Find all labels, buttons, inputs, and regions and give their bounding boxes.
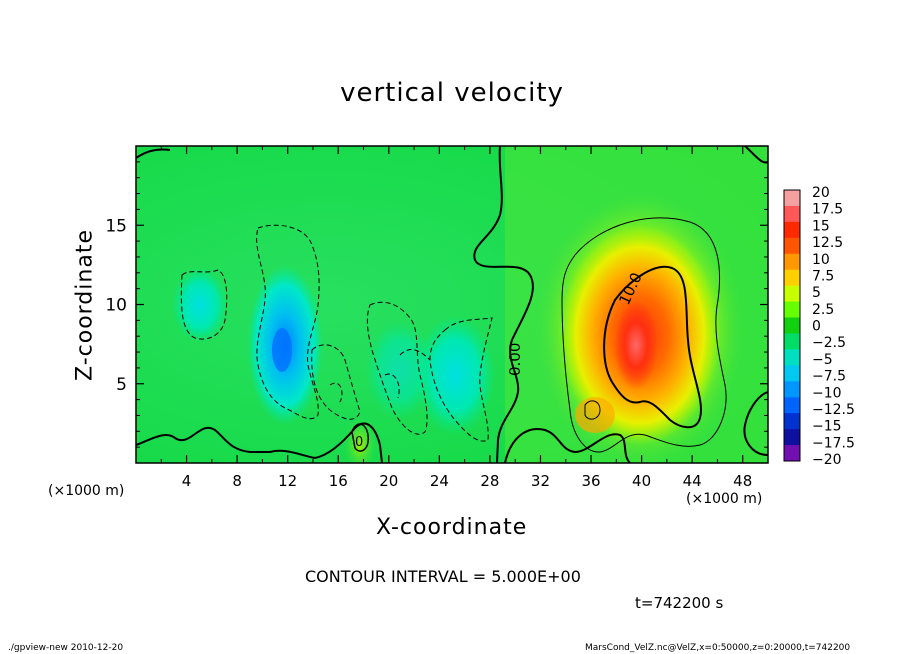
colorbar-label: −12.5: [812, 402, 855, 418]
colorbar-swatch: [784, 445, 800, 462]
z-unit-label: (×1000 m): [48, 483, 125, 499]
colorbar-label: −17.5: [812, 435, 855, 451]
velocity-field: [136, 146, 768, 463]
x-tick-label: 44: [683, 472, 702, 490]
x-tick-label: 24: [430, 472, 449, 490]
colorbar-label: 10: [812, 252, 830, 268]
footer-right: MarsCond_VelZ.nc@VelZ,x=0:50000,z=0:2000…: [585, 643, 851, 653]
x-tick-label: 32: [531, 472, 550, 490]
colorbar-swatch: [784, 301, 800, 319]
x-tick-label: 16: [329, 472, 348, 490]
colorbar-swatch: [784, 413, 800, 430]
colorbar-swatch: [784, 269, 800, 287]
x-tick-label: 40: [632, 472, 651, 490]
colorbar-swatch: [784, 333, 800, 350]
colorbar-label: 2.5: [812, 302, 834, 318]
x-unit-label: (×1000 m): [686, 491, 763, 507]
contour-zero: [136, 422, 383, 463]
colorbar-swatch: [784, 397, 800, 414]
contour-label-small: 0: [355, 435, 363, 450]
updraft-core: [614, 300, 658, 390]
colorbar-label: 12.5: [812, 235, 843, 251]
y-tick-label: 5: [116, 375, 127, 395]
colorbar-label: 17.5: [812, 202, 843, 218]
x-axis-label: X-coordinate: [376, 515, 528, 540]
x-tick-label: 28: [480, 472, 499, 490]
y-tick-label: 10: [105, 296, 127, 316]
colorbar-frame: [783, 189, 801, 462]
colorbar-swatch: [784, 429, 800, 446]
x-tick-label: 12: [278, 472, 297, 490]
x-tick-label: 48: [733, 472, 752, 490]
colorbar-label: 15: [812, 218, 830, 234]
y-axis: 5 10 15: [105, 161, 768, 448]
colorbar-label: −2.5: [812, 335, 846, 351]
colorbar-label: −7.5: [812, 369, 846, 385]
contour-lines: [136, 146, 768, 463]
colorbar-swatch: [784, 190, 800, 207]
footer-left: ./gpview-new 2010-12-20: [8, 643, 124, 653]
x-tick-label: 4: [182, 472, 192, 490]
contour-label-zero: 0.00: [506, 343, 524, 376]
colorbar-swatch: [784, 381, 800, 398]
downdraft-left: [172, 267, 228, 343]
colorbar-label: 5: [812, 285, 821, 301]
colorbar-swatch: [784, 365, 800, 382]
colorbar-label: 20: [812, 185, 830, 201]
colorbar-swatch: [784, 285, 800, 303]
colorbar-swatch: [784, 253, 800, 271]
colorbar-swatch: [784, 221, 800, 239]
x-axis: 4 8 12 16 20 24 28 32 36 40 44 48: [160, 146, 752, 490]
colorbar-label: 7.5: [812, 268, 834, 284]
colorbar-label: −10: [812, 385, 842, 401]
colorbar: 2017.51512.5107.552.50−2.5−5−7.5−10−12.5…: [783, 185, 855, 468]
colorbar-label: −15: [812, 419, 842, 435]
colorbar-label: −5: [812, 352, 833, 368]
colorbar-swatch: [784, 205, 800, 223]
y-tick-label: 15: [105, 216, 127, 236]
colorbar-label: 0: [812, 319, 821, 335]
contour-ten: [603, 265, 702, 429]
x-tick-label: 36: [581, 472, 600, 490]
colorbar-swatch: [784, 317, 800, 334]
colorbar-swatch: [784, 349, 800, 366]
x-tick-label: 20: [379, 472, 398, 490]
downdraft-mid: [415, 315, 495, 435]
colorbar-label: −20: [812, 452, 842, 468]
contour-negative: [256, 224, 320, 420]
chart-title: vertical velocity: [340, 78, 564, 108]
colorbar-swatch: [784, 237, 800, 255]
y-axis-label: Z-coordinate: [72, 229, 98, 381]
x-tick-label: 8: [232, 472, 242, 490]
contour-interval-note: CONTOUR INTERVAL = 5.000E+00: [305, 567, 581, 586]
small-updraft: [344, 417, 376, 463]
time-label: t=742200 s: [635, 594, 724, 612]
